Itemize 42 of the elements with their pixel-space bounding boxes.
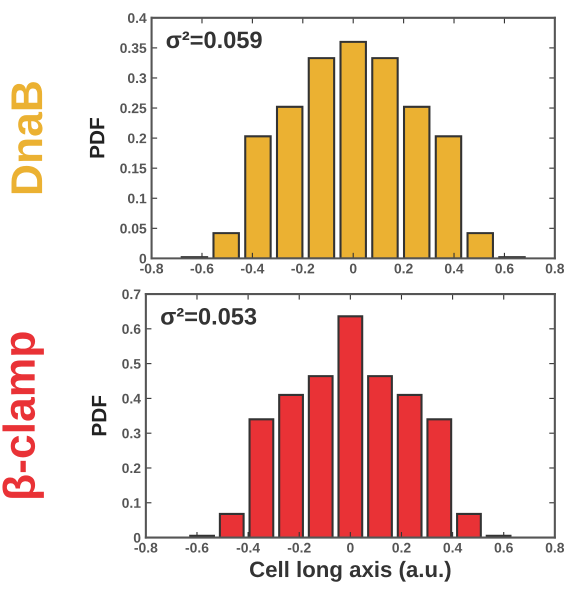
x-tick-label: 0 (350, 264, 357, 274)
x-tick-label: 0 (347, 542, 354, 553)
y-tick-label: 0.15 (120, 164, 146, 174)
x-tick-label: -0.6 (186, 542, 208, 553)
x-tick-label: 0.2 (392, 542, 411, 553)
y-tick-label: 0.25 (120, 103, 146, 114)
x-tick-label: -0.6 (190, 264, 214, 274)
x-tick-label: -0.2 (291, 264, 314, 274)
x-tick-label: -0.8 (134, 542, 158, 553)
y-tick-label: 0.4 (128, 13, 147, 23)
y-tick-label: 0 (140, 254, 146, 264)
y-tick-label: 0.35 (120, 43, 146, 54)
y-tick-label: 0.05 (120, 224, 146, 234)
x-tick-label: 0.6 (494, 542, 513, 553)
y-tick-label: 0.3 (128, 73, 146, 84)
y-tick-label: 0.6 (122, 324, 140, 334)
annotation: σ²=0.059 (166, 31, 262, 48)
y-tick-label: 0.3 (122, 428, 140, 438)
y-axis-title: PDF (90, 118, 104, 158)
y-tick-label: 0.5 (122, 358, 141, 369)
text: DnaB (12, 82, 43, 194)
x-tick-label: 0.4 (444, 264, 464, 274)
y-tick-label: 0.7 (122, 289, 140, 300)
x-tick-label: -0.8 (140, 264, 164, 274)
annotation: σ²=0.053 (161, 308, 256, 325)
x-tick-label: 0.2 (394, 264, 413, 274)
y-tick-label: 0.1 (122, 498, 141, 508)
x-tick-label: 0.4 (443, 542, 462, 553)
x-tick-label: 0.8 (546, 542, 564, 553)
y-tick-label: 0 (134, 532, 140, 543)
y-axis-title: PDF (92, 396, 106, 436)
y-tick-label: 0.2 (128, 133, 146, 144)
x-tick-label: 0.6 (495, 264, 514, 274)
y-tick-label: 0.2 (122, 463, 140, 474)
y-tick-label: 0.1 (128, 194, 146, 204)
x-axis-title: Cell long axis (a.u.) (250, 560, 451, 582)
x-tick-label: -0.4 (240, 264, 264, 274)
x-tick-label: -0.2 (288, 542, 311, 553)
text: β-clamp (2, 332, 44, 498)
x-tick-label: 0.8 (546, 264, 564, 274)
x-tick-label: -0.4 (236, 542, 260, 553)
y-tick-label: 0.4 (122, 394, 141, 404)
